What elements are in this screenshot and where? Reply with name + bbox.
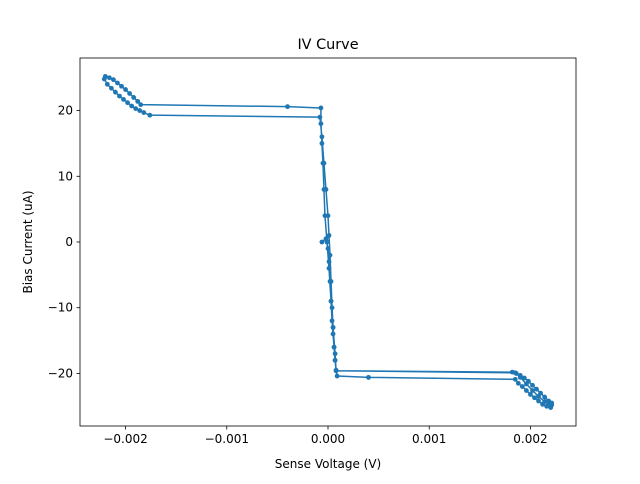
y-tick-label: 0 — [65, 235, 73, 249]
data-point — [521, 375, 527, 381]
data-point — [106, 75, 112, 81]
y-tick-label: 20 — [58, 104, 73, 118]
y-axis-ticks: −20 −10 0 10 20 — [48, 104, 80, 380]
data-point — [138, 102, 144, 108]
plot-area — [101, 74, 555, 410]
x-tick-label: −0.001 — [205, 432, 249, 446]
data-point — [319, 141, 325, 146]
data-point — [536, 394, 541, 399]
data-point — [129, 103, 135, 109]
data-point — [318, 105, 324, 111]
x-tick-label: −0.002 — [103, 432, 147, 446]
data-point — [524, 381, 529, 387]
data-point — [123, 87, 128, 92]
data-point — [319, 134, 325, 140]
data-point — [519, 384, 525, 389]
data-point — [121, 97, 126, 102]
data-point — [326, 233, 332, 238]
data-point — [326, 265, 332, 271]
data-point — [285, 104, 290, 110]
data-point — [108, 85, 114, 91]
data-point — [115, 80, 120, 86]
data-point — [323, 187, 329, 192]
data-point — [147, 112, 153, 118]
x-tick-label: 0.002 — [513, 432, 547, 446]
data-point — [512, 370, 518, 376]
data-point — [330, 331, 336, 337]
data-point — [119, 83, 124, 89]
data-point — [542, 394, 548, 400]
x-tick-label: 0.001 — [412, 432, 446, 446]
x-axis-ticks: −0.002 −0.001 0.000 0.001 0.002 — [103, 426, 548, 446]
data-point — [133, 106, 139, 111]
data-point — [325, 246, 331, 251]
data-point — [329, 318, 335, 324]
data-point — [317, 114, 323, 120]
data-point — [325, 213, 331, 219]
data-point — [536, 398, 541, 404]
data-point — [542, 399, 548, 405]
data-point — [117, 93, 122, 99]
data-point — [532, 395, 537, 401]
data-point — [141, 110, 147, 115]
data-point — [101, 76, 107, 82]
data-point — [331, 344, 337, 350]
data-point — [137, 108, 143, 113]
data-point — [113, 89, 118, 95]
data-point — [104, 81, 110, 87]
y-tick-label: 10 — [58, 169, 73, 183]
data-point — [530, 382, 535, 388]
data-point — [127, 91, 132, 96]
data-point — [329, 305, 335, 311]
data-point — [131, 95, 137, 100]
data-point — [328, 279, 334, 284]
data-point — [319, 239, 325, 245]
chart-title: IV Curve — [297, 37, 358, 53]
data-point — [512, 376, 518, 382]
data-point — [528, 392, 533, 397]
data-point — [332, 357, 338, 363]
data-point — [530, 388, 535, 393]
data-point — [366, 374, 371, 380]
y-axis-label: Bias Current (uA) — [21, 190, 35, 293]
data-point — [515, 380, 521, 386]
data-point — [328, 298, 334, 304]
data-point — [534, 386, 539, 392]
x-axis-label: Sense Voltage (V) — [275, 457, 381, 471]
data-point — [324, 239, 330, 245]
data-point — [327, 252, 333, 258]
data-point — [111, 77, 116, 83]
data-point — [524, 388, 529, 393]
data-point — [125, 100, 130, 106]
data-point — [332, 351, 338, 357]
data-point — [549, 400, 555, 406]
y-tick-label: −10 — [48, 301, 73, 315]
data-point — [318, 121, 324, 127]
data-point — [321, 160, 327, 166]
data-point — [330, 325, 336, 330]
data-point — [517, 374, 523, 380]
y-tick-label: −20 — [48, 366, 73, 380]
data-point — [135, 98, 141, 104]
data-point — [333, 368, 339, 374]
x-tick-label: 0.000 — [311, 432, 345, 446]
data-point — [334, 373, 340, 379]
data-point — [326, 259, 332, 265]
